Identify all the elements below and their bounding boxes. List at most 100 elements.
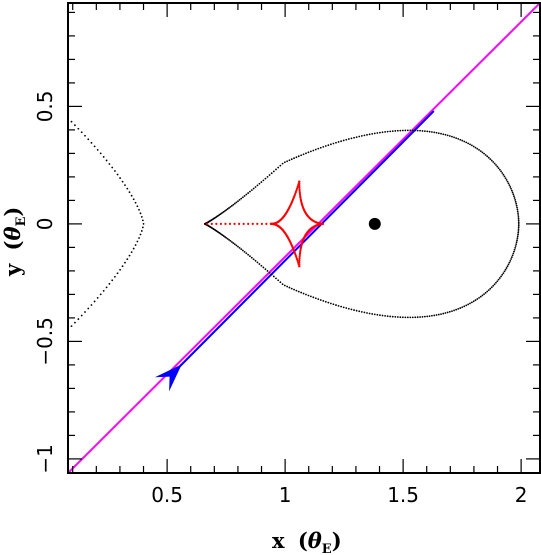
critical-curve-point (307, 151, 310, 154)
critical-curve-point (309, 150, 312, 153)
critical-curve-point (347, 138, 350, 140)
critical-curve-point (391, 130, 394, 133)
critical-curve-point (419, 129, 421, 132)
critical-curve-point (484, 291, 487, 294)
caustic-point (297, 184, 300, 187)
critical-curve-point (119, 177, 121, 179)
critical-curve-point (268, 174, 271, 176)
critical-curve-point (448, 135, 451, 137)
critical-curve-point (490, 159, 493, 162)
critical-curve-point (502, 272, 505, 275)
critical-curve-point (419, 316, 421, 318)
critical-curve-point (228, 207, 230, 209)
critical-curve-point (492, 161, 495, 163)
critical-curve-point (433, 131, 436, 134)
critical-curve-point (140, 215, 143, 218)
critical-curve-point (360, 310, 363, 313)
critical-curve-point (396, 316, 399, 318)
critical-curve-point (342, 306, 345, 309)
critical-curve-point (317, 147, 320, 150)
y-tick-label: 0 (33, 218, 57, 231)
critical-curve-point (399, 129, 402, 132)
critical-curve-point (258, 263, 261, 265)
caustic-point (251, 222, 254, 225)
critical-curve-point (490, 286, 493, 289)
critical-curve-point (484, 154, 487, 156)
critical-curve-point (404, 316, 407, 319)
caustic-point (296, 185, 299, 189)
critical-curve-point (508, 184, 511, 187)
critical-curve-point (99, 293, 102, 296)
critical-curve-point (283, 284, 286, 287)
critical-curve-point (347, 307, 350, 310)
critical-curve-point (250, 256, 253, 259)
critical-curve-point (440, 132, 442, 135)
critical-curve-point (401, 316, 404, 319)
critical-curve-point (238, 199, 241, 201)
critical-curve-point (416, 129, 419, 132)
caustic-point (242, 222, 245, 225)
model-trajectory-line (178, 110, 435, 368)
critical-curve-point (262, 179, 265, 182)
critical-curve-point (516, 206, 518, 209)
critical-curve-point (358, 135, 361, 138)
tick-labels: 0.5 1 1.5 2 −1 −0.5 0 0.5 (33, 90, 527, 507)
critical-curve-point (77, 318, 80, 320)
critical-curve-point (235, 201, 238, 204)
x-axis-label: x (θE) (272, 528, 342, 555)
critical-curve-point (80, 131, 83, 134)
critical-curve-point (386, 130, 389, 133)
critical-curve-point (508, 261, 511, 264)
caustic-point (256, 222, 259, 225)
critical-curve-point (389, 315, 392, 318)
critical-curve-point (416, 316, 419, 319)
critical-curve-point (108, 282, 111, 285)
critical-curve-point (455, 308, 458, 311)
critical-curve-point (307, 294, 310, 297)
critical-curve-point (312, 296, 315, 299)
critical-curve-point (470, 144, 473, 147)
critical-curve-point (353, 136, 355, 139)
critical-curve-point (270, 273, 273, 276)
critical-curve-point (77, 127, 80, 130)
critical-curve-point (268, 271, 271, 274)
critical-curve-point (136, 205, 139, 208)
critical-curve-point (496, 280, 499, 283)
critical-curve-point (293, 157, 295, 160)
critical-curve-point (465, 304, 468, 307)
critical-curve-point (435, 314, 438, 316)
critical-curve-point (381, 314, 384, 317)
critical-curve-point (260, 264, 263, 267)
critical-curve-point (229, 206, 232, 208)
critical-curve-point (516, 210, 519, 213)
critical-curve-point (70, 120, 73, 123)
critical-curve-point (479, 150, 482, 153)
critical-curve-point (414, 316, 417, 319)
critical-curve-point (121, 265, 124, 268)
critical-curve-point (256, 261, 259, 264)
x-tick-label: 1.5 (387, 483, 419, 507)
critical-curve-point (467, 142, 470, 145)
critical-curve-point (498, 168, 501, 171)
critical-curve-point (134, 201, 137, 204)
caustic-point (224, 222, 227, 225)
critical-curve-point (319, 299, 322, 301)
critical-curve-point (329, 302, 332, 305)
critical-curve-point (516, 235, 519, 238)
critical-curve-point (256, 184, 259, 187)
critical-curve-point (442, 133, 445, 136)
critical-curve-point (503, 270, 506, 273)
critical-curve-point (322, 145, 325, 148)
critical-curve-point (514, 246, 517, 249)
critical-curve-point (345, 307, 348, 309)
axis-ticks (68, 3, 540, 473)
critical-curve-point (455, 137, 458, 140)
caustic-point (228, 222, 232, 225)
critical-curve-point (366, 312, 368, 314)
critical-curve-point (435, 131, 438, 134)
critical-curve-point (389, 130, 392, 133)
critical-curve-point (366, 133, 368, 136)
critical-curve-point (141, 219, 144, 222)
critical-curve-point (497, 278, 500, 281)
critical-curve-point (254, 186, 257, 188)
